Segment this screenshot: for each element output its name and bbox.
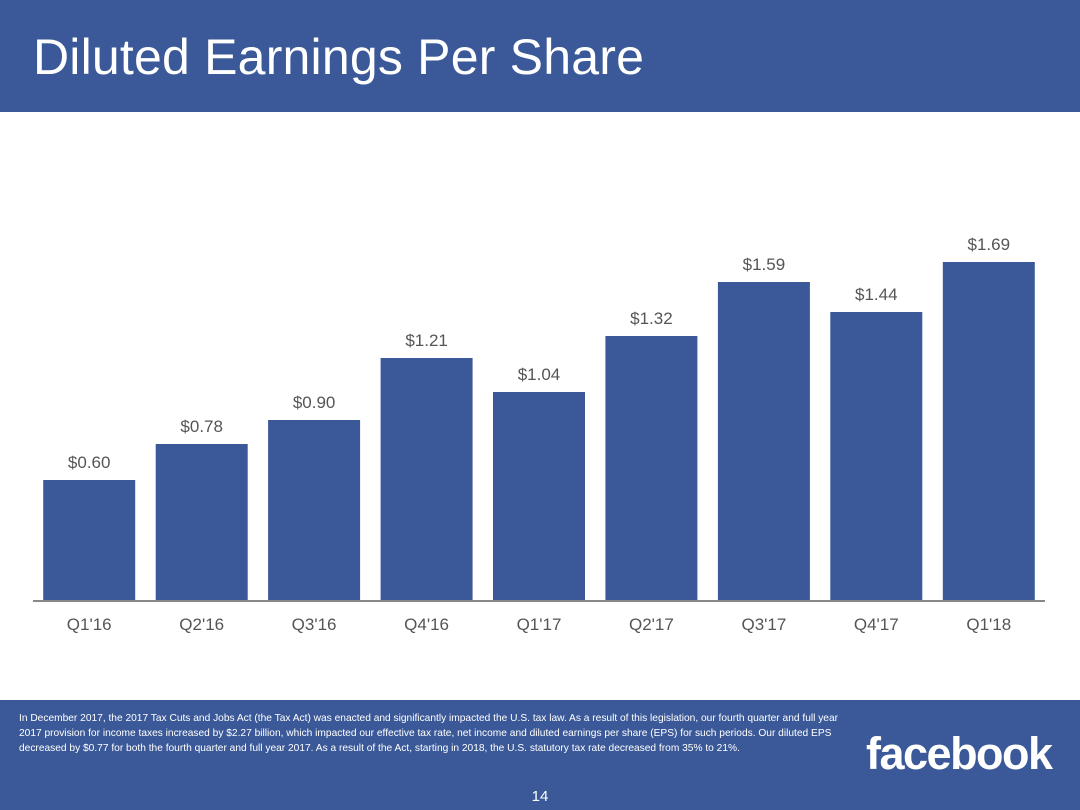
value-label-0: $0.60 — [68, 453, 111, 472]
eps-bar-chart: $0.60 Q1'16 $0.78 Q2'16 $0.90 Q3'16 $1.21 Q4'16… — [33, 235, 1045, 634]
x-tick-label-1: Q2'16 — [179, 615, 224, 634]
bar-0 — [43, 480, 136, 600]
x-tick-label-0: Q1'16 — [67, 615, 112, 634]
bar-4 — [493, 392, 585, 600]
value-label-7: $1.44 — [855, 285, 898, 304]
bar-3 — [380, 358, 473, 600]
x-tick-label-2: Q3'16 — [292, 615, 337, 634]
page-title: Diluted Earnings Per Share — [33, 29, 645, 85]
x-tick-label-4: Q1'17 — [517, 615, 562, 634]
value-label-8: $1.69 — [968, 235, 1011, 254]
x-tick-label-3: Q4'16 — [404, 615, 449, 634]
facebook-logo: facebook — [866, 728, 1053, 779]
x-tick-label-6: Q3'17 — [741, 615, 786, 634]
value-label-3: $1.21 — [405, 331, 448, 350]
value-label-5: $1.32 — [630, 309, 673, 328]
x-tick-label-7: Q4'17 — [854, 615, 899, 634]
bar-6 — [717, 282, 810, 600]
page-number: 14 — [531, 788, 549, 805]
value-label-6: $1.59 — [743, 255, 786, 274]
bar-5 — [605, 336, 698, 600]
value-label-1: $0.78 — [180, 417, 223, 436]
footer-bar — [0, 700, 1080, 810]
bar-2 — [268, 420, 361, 600]
title-bar: Diluted Earnings Per Share — [0, 0, 1080, 112]
x-tick-label-8: Q1'18 — [966, 615, 1011, 634]
bar-7 — [830, 312, 923, 600]
value-label-4: $1.04 — [518, 365, 561, 384]
value-label-2: $0.90 — [293, 393, 336, 412]
tax-act-footnote: In December 2017, the 2017 Tax Cuts and … — [19, 713, 839, 754]
bar-8 — [942, 262, 1035, 600]
x-tick-label-5: Q2'17 — [629, 615, 674, 634]
bar-1 — [155, 444, 248, 600]
